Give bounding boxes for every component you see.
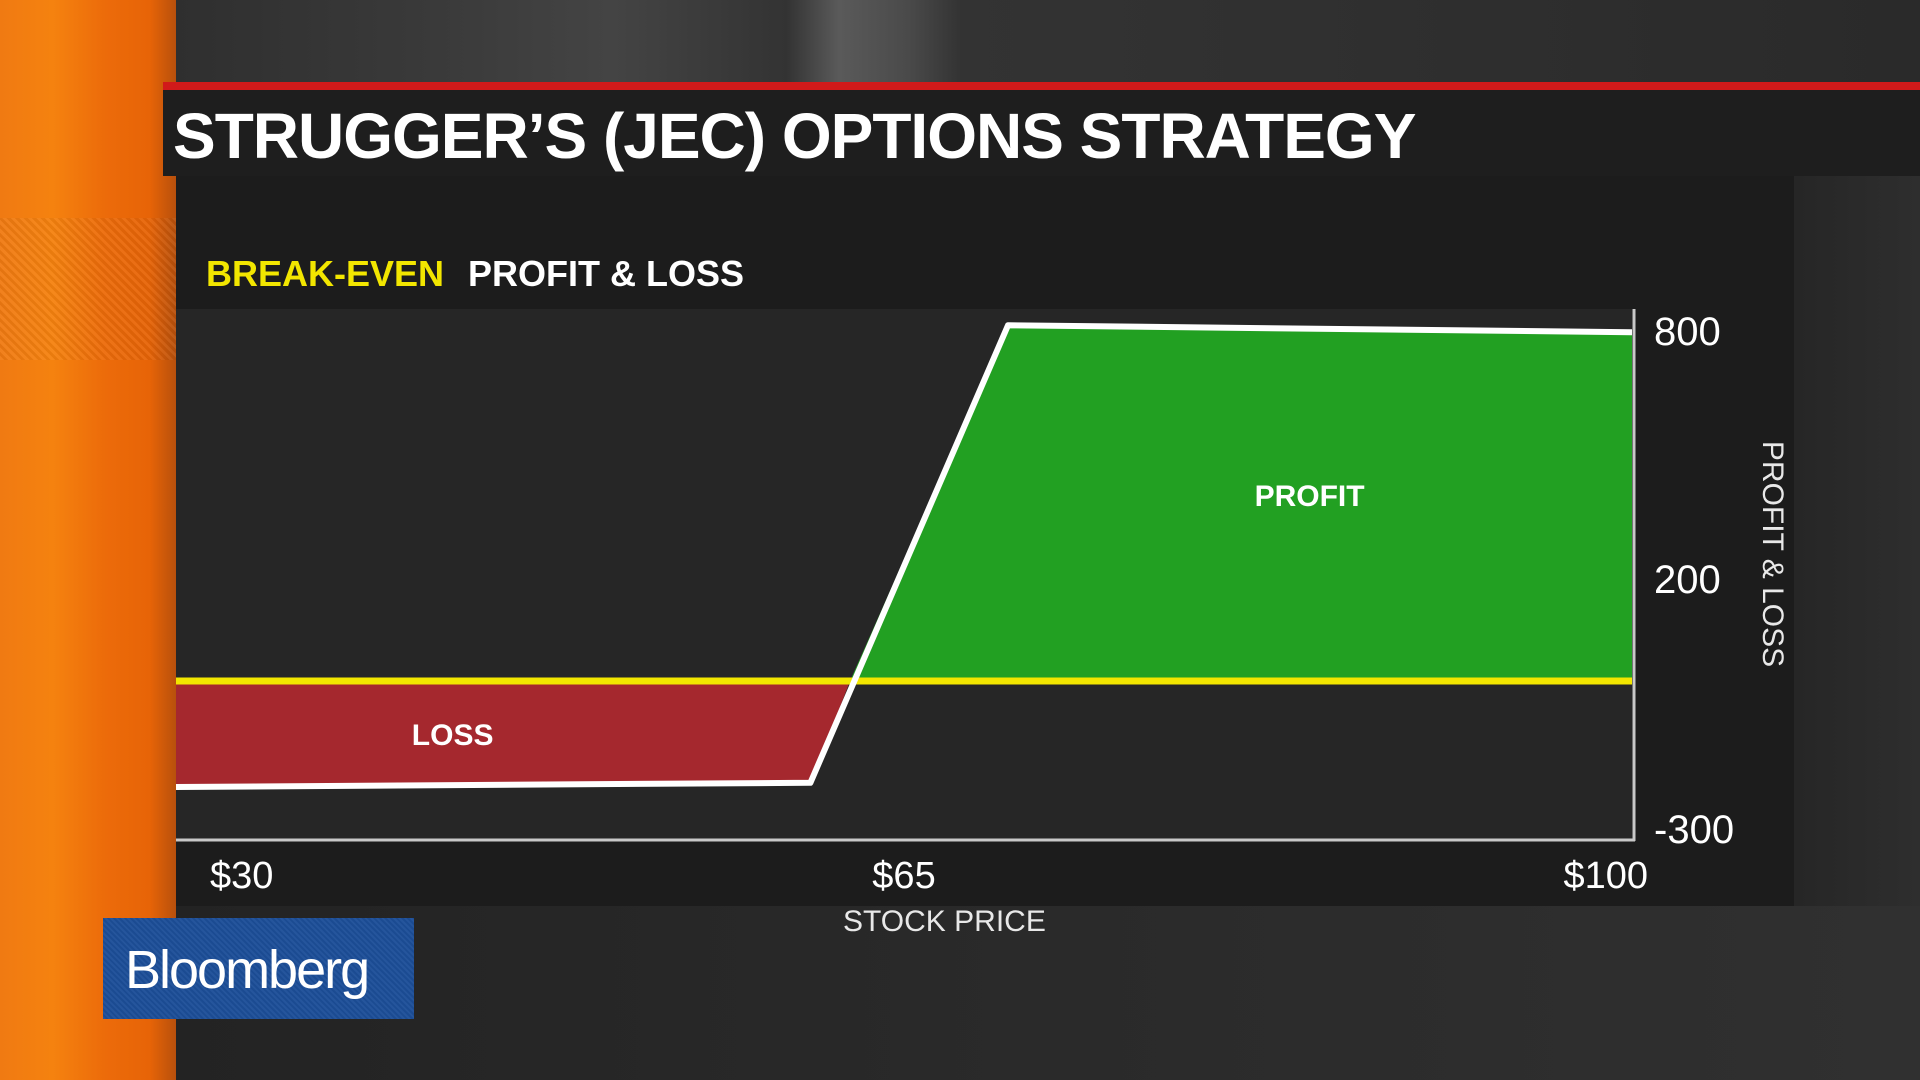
- chart-title: STRUGGER’S (JEC) OPTIONS STRATEGY: [173, 100, 1416, 172]
- y-tick-label: -300: [1654, 808, 1734, 852]
- background-bottom: [176, 906, 1920, 1080]
- y-axis-title-text: PROFIT & LOSS: [1756, 440, 1789, 668]
- payoff-line: [175, 322, 1633, 790]
- profit-area: [850, 325, 1632, 681]
- region-label-layer: PROFIT LOSS: [412, 480, 1365, 752]
- x-axis-title: STOCK PRICE: [843, 905, 1046, 938]
- region-label: PROFIT: [1255, 480, 1365, 513]
- background-top: [176, 0, 1920, 82]
- bloomberg-logo: Bloomberg: [103, 918, 414, 1019]
- bloomberg-logo-text: Bloomberg: [125, 940, 370, 1000]
- line-layer: [175, 322, 1633, 790]
- title-accent-rule: [163, 82, 1920, 90]
- x-tick-label: $100: [1563, 855, 1648, 897]
- orange-side-strip: [0, 0, 176, 1080]
- loss-area: [176, 681, 851, 787]
- title-bar: STRUGGER’S (JEC) OPTIONS STRATEGY: [163, 90, 1920, 176]
- orange-strip-texture: [0, 218, 176, 360]
- chart-legend: BREAK-EVEN PROFIT & LOSS: [206, 252, 744, 296]
- y-tick-label: 800: [1654, 310, 1721, 354]
- x-tick-label: $65: [872, 855, 935, 897]
- y-tick-label: 200: [1654, 558, 1721, 602]
- x-tick-label: $30: [210, 855, 273, 897]
- axes-layer: [176, 309, 1636, 842]
- background-right: [1794, 176, 1920, 906]
- region-label: LOSS: [412, 719, 494, 752]
- legend-profit-loss: PROFIT & LOSS: [468, 253, 745, 294]
- area-layer: [176, 325, 1632, 787]
- legend-break-even: BREAK-EVEN: [206, 253, 445, 294]
- tick-layer: $30 $65 $100 800 200 -300: [210, 310, 1734, 897]
